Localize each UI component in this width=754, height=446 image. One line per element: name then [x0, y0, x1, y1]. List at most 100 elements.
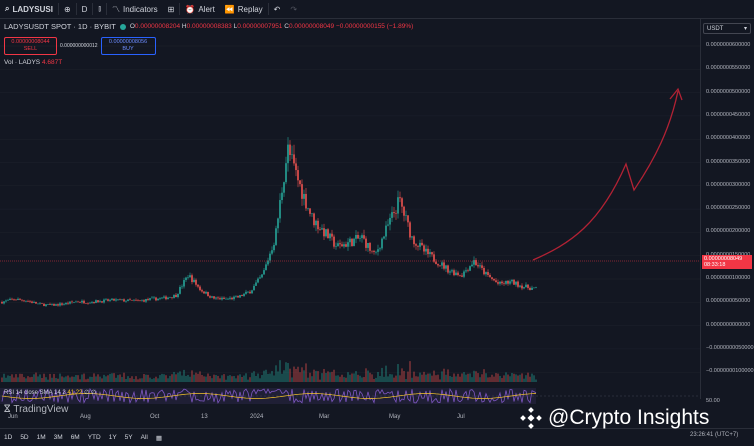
indicators-button[interactable]: 〽 Indicators [107, 0, 163, 18]
candle-body [213, 296, 215, 299]
volume-bar [339, 376, 341, 382]
sell-button[interactable]: 0.00000008044 SELL [4, 37, 57, 55]
volume-bar [453, 373, 455, 382]
undo-button[interactable]: ↶ [269, 0, 286, 18]
interval-button[interactable]: D [77, 0, 93, 18]
compare-button[interactable]: ⊕ [59, 0, 76, 18]
volume-bar [41, 378, 43, 382]
chart-type-button[interactable]: ⫾ [93, 0, 106, 18]
volume-bar [205, 376, 207, 382]
volume-bar [45, 377, 47, 382]
volume-bar [509, 376, 511, 382]
replay-button[interactable]: ⏪ Replay [220, 0, 268, 18]
candle-body [483, 267, 485, 275]
volume-bar [159, 375, 161, 382]
candle-body [141, 300, 143, 301]
volume-bar [385, 365, 387, 382]
volume-bar [235, 378, 237, 382]
candle-body [143, 300, 145, 302]
candle-body [511, 279, 513, 282]
candle-body [497, 282, 499, 284]
range-1d[interactable]: 1D [4, 434, 13, 441]
range-1y[interactable]: 1Y [108, 434, 117, 441]
volume-bar [157, 378, 159, 382]
change-value: −0.00000000155 (−1.89%) [335, 23, 414, 30]
volume-bar [305, 363, 307, 382]
candle-body [399, 197, 401, 199]
candle-body [477, 265, 479, 267]
candle-body [343, 244, 345, 247]
range-5y[interactable]: 5Y [124, 434, 133, 441]
candle-body [145, 298, 147, 302]
sell-price: 0.00000008044 [11, 39, 50, 45]
range-1m[interactable]: 1M [36, 434, 46, 441]
candle-body [183, 280, 185, 287]
candle-body [257, 278, 259, 283]
candle-body [83, 300, 85, 304]
range-all[interactable]: All [140, 434, 148, 441]
candle-body [373, 250, 375, 252]
rsi-label: RSI 14 close SMA 14 2 [4, 390, 66, 396]
candle-body [329, 233, 331, 239]
volume-bar [39, 374, 41, 382]
candle-body [67, 302, 69, 304]
range-6m[interactable]: 6M [70, 434, 80, 441]
candle-body [181, 286, 183, 288]
volume-bar [431, 375, 433, 382]
calendar-icon[interactable]: ▦ [155, 434, 163, 442]
candle-body [425, 248, 427, 252]
volume-bar [117, 375, 119, 382]
volume-bar [393, 377, 395, 382]
volume-bar [135, 376, 137, 382]
volume-bar [497, 373, 499, 382]
candle-body [347, 242, 349, 247]
volume-bar [403, 370, 405, 382]
volume-bar [11, 374, 13, 382]
volume-bar [87, 378, 89, 382]
candle-body [15, 299, 17, 301]
candle-body [411, 236, 413, 238]
volume-bar [297, 366, 299, 382]
range-3m[interactable]: 3M [53, 434, 63, 441]
candle-body [29, 301, 31, 302]
candles-icon: ⫾ [98, 4, 101, 13]
range-ytd[interactable]: YTD [87, 434, 101, 441]
volume-bar [1, 377, 3, 382]
volume-bar [375, 377, 377, 382]
time-axis[interactable]: Jun Aug Oct 13 2024 Mar May Jul [0, 412, 700, 424]
volume-bar [15, 374, 17, 382]
symbol-search[interactable]: ⌕ LADYSUSI [0, 0, 58, 18]
indicators-label: Indicators [122, 4, 158, 14]
redo-button[interactable]: ↷ [285, 0, 302, 18]
watermark: @Crypto Insights [520, 406, 709, 430]
price-scale[interactable] [700, 19, 754, 399]
volume-bar [363, 377, 365, 382]
rewind-icon: ⏪ [224, 4, 235, 14]
candle-body [311, 213, 313, 215]
templates-button[interactable]: ⊞ [163, 0, 180, 18]
open-label: O [129, 23, 135, 30]
projection-arrow [532, 90, 679, 261]
volume-bar [213, 374, 215, 382]
volume-bar [241, 376, 243, 382]
volume-bar [77, 375, 79, 382]
volume-bar [161, 373, 163, 382]
volume-bar [133, 379, 135, 382]
price-chart[interactable] [0, 19, 700, 413]
candle-body [251, 290, 253, 294]
alert-button[interactable]: ⏰ Alert [180, 0, 219, 18]
volume-bar [505, 372, 507, 382]
candle-body [263, 270, 265, 275]
buy-button[interactable]: 0.00000008056 BUY [100, 37, 156, 55]
range-5d[interactable]: 5D [20, 434, 29, 441]
chart-grid [0, 45, 700, 373]
volume-bar [441, 371, 443, 382]
volume-bar [95, 376, 97, 382]
volume-bar [379, 376, 381, 382]
volume-bar [535, 379, 537, 382]
candle-body [417, 245, 419, 247]
candle-body [137, 300, 139, 301]
candle-body [509, 281, 511, 284]
currency-select[interactable]: USDT ▾ [703, 23, 751, 34]
volume-bar [291, 377, 293, 382]
